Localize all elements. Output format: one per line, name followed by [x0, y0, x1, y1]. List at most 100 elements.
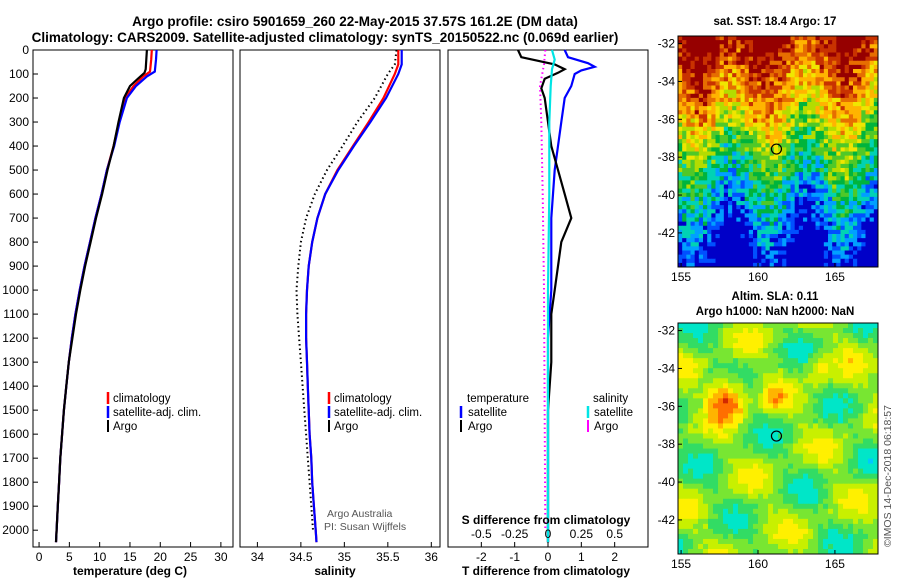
heatmap-cell [853, 172, 858, 177]
legend-t-argo-label: Argo [468, 421, 492, 433]
heatmap-cell [848, 89, 854, 95]
heatmap-cell [723, 168, 729, 173]
heatmap-cell [794, 44, 800, 49]
heatmap-cell [748, 60, 754, 66]
heatmap-cell [833, 483, 839, 490]
heatmap-cell [733, 413, 739, 419]
heatmap-cell [728, 463, 734, 470]
heatmap-cell [733, 543, 739, 550]
heatmap-cell [798, 388, 804, 394]
heatmap-cell [748, 168, 754, 173]
heatmap-cell [790, 69, 796, 74]
heatmap-cell [823, 323, 829, 329]
heatmap-cell [811, 250, 816, 256]
heatmap-cell [873, 176, 879, 181]
heatmap-cell [788, 358, 794, 364]
heatmap-cell [736, 110, 741, 115]
heatmap-cell [773, 463, 779, 470]
heatmap-cell [863, 408, 869, 414]
heatmap-cell [815, 176, 821, 181]
heatmap-cell [723, 498, 729, 505]
heatmap-cell [773, 110, 779, 115]
heatmap-cell [698, 463, 704, 470]
heatmap-cell [773, 498, 779, 505]
heatmap-cell [843, 448, 849, 454]
heatmap-cell [840, 85, 846, 91]
heatmap-cell [844, 118, 850, 124]
heatmap-cell [786, 52, 791, 58]
heatmap-cell [715, 110, 721, 115]
heatmap-cell [688, 378, 694, 384]
heatmap-cell [715, 258, 721, 264]
heatmap-cell [728, 81, 733, 86]
heatmap-cell [868, 393, 874, 399]
heatmap-cell [728, 40, 733, 45]
heatmap-cell [861, 110, 866, 115]
heatmap-cell [718, 438, 724, 444]
heatmap-cell [753, 418, 759, 424]
heatmap-cell [723, 398, 729, 404]
heatmap-cell [813, 403, 819, 409]
heatmap-cell [703, 221, 708, 227]
heatmap-cell [718, 333, 724, 339]
heatmap-cell [788, 408, 794, 414]
heatmap-cell [803, 209, 808, 214]
heatmap-cell [769, 180, 775, 185]
heatmap-cell [753, 503, 759, 510]
heatmap-cell [832, 234, 837, 239]
heatmap-cell [693, 338, 699, 344]
heatmap-cell [832, 81, 837, 86]
heatmap-cell [688, 423, 694, 429]
heatmap-cell [719, 48, 725, 53]
heatmap-cell [753, 353, 759, 359]
heatmap-cell [782, 114, 787, 119]
heatmap-cell [719, 155, 725, 161]
heatmap-cell [678, 102, 683, 107]
heatmap-cell [811, 77, 816, 82]
heatmap-cell [783, 463, 789, 470]
temperature-plot-frame [32, 49, 234, 548]
heatmap-cell [807, 52, 812, 58]
heatmap-cell [744, 147, 750, 152]
heatmap-cell [688, 403, 694, 409]
heatmap-cell [711, 192, 716, 198]
heatmap-cell [840, 135, 846, 140]
heatmap-cell [853, 56, 858, 62]
difference-series [517, 49, 598, 543]
heatmap-cell [768, 468, 774, 475]
heatmap-cell [819, 93, 825, 99]
heatmap-cell [848, 398, 854, 404]
heatmap-cell [690, 176, 696, 181]
heatmap-cell [733, 508, 739, 515]
heatmap-cell [848, 176, 854, 181]
heatmap-cell [757, 176, 762, 181]
heatmap-cell [778, 97, 783, 103]
heatmap-cell [873, 36, 879, 41]
heatmap-cell [744, 143, 750, 148]
heatmap-cell [782, 44, 787, 49]
heatmap-cell [713, 458, 719, 465]
heatmap-cell [736, 234, 741, 239]
heatmap-cell [823, 338, 829, 344]
heatmap-cell [858, 328, 864, 334]
heatmap-cell [798, 176, 804, 181]
heatmap-cell [848, 126, 854, 132]
heatmap-cell [778, 333, 784, 339]
heatmap-cell [748, 213, 754, 218]
heatmap-cell [790, 60, 796, 66]
heatmap-cell [686, 242, 691, 247]
heatmap-cell [682, 122, 687, 128]
heatmap-cell [811, 85, 816, 91]
heatmap-cell [678, 180, 683, 185]
heatmap-cell [786, 135, 791, 140]
heatmap-cell [748, 44, 754, 49]
heatmap-cell [790, 147, 796, 152]
heatmap-cell [769, 229, 775, 235]
heatmap-cell [811, 155, 816, 161]
heatmap-cell [688, 428, 694, 434]
heatmap-cell [723, 338, 729, 344]
heatmap-cell [728, 188, 733, 194]
heatmap-cell [693, 513, 699, 520]
heatmap-cell [758, 518, 764, 525]
heatmap-cell [682, 81, 687, 86]
